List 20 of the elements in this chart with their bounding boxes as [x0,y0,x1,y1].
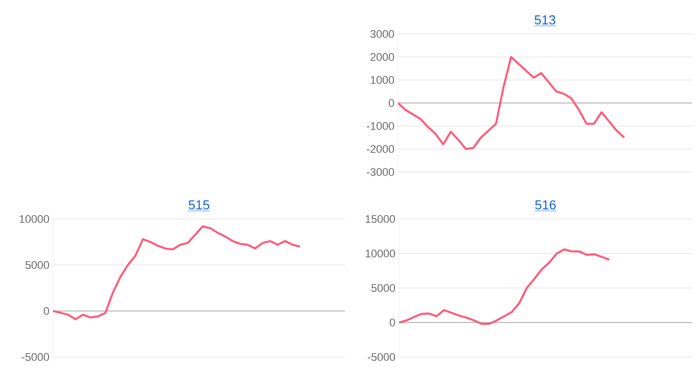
chart-title: 516 [535,200,556,210]
y-tick-label: 1000 [370,76,394,84]
y-tick-label: 0 [44,307,50,315]
y-tick-label: 15000 [366,215,396,223]
y-tick-label: -5000 [368,353,396,361]
y-tick-label: -2000 [366,145,394,153]
y-tick-label: 10000 [20,215,50,223]
y-tick-label: -5000 [22,353,50,361]
y-tick-label: 5000 [371,284,396,292]
y-tick-label: 10000 [366,250,396,258]
y-tick-label: 0 [390,318,396,326]
line-series [53,225,302,320]
y-tick-label: 0 [388,99,394,107]
chart-title: 515 [188,200,210,210]
y-tick-label: 3000 [370,30,394,38]
y-tick-label: 5000 [25,261,50,269]
chart-title: 513 [534,15,556,24]
y-tick-label: -1000 [366,122,394,130]
y-tick-label: 2000 [370,53,394,61]
y-tick-label: -3000 [366,168,394,176]
